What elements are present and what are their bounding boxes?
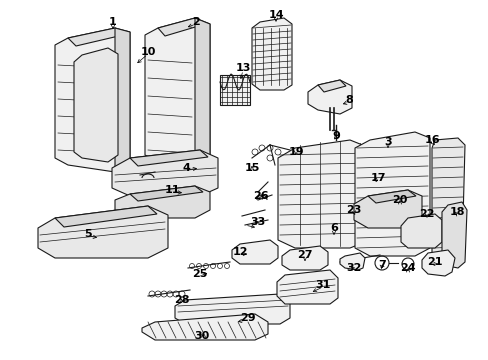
Text: 31: 31 bbox=[315, 280, 330, 290]
Polygon shape bbox=[115, 28, 130, 172]
Polygon shape bbox=[195, 18, 209, 168]
Text: 6: 6 bbox=[329, 223, 337, 233]
Polygon shape bbox=[130, 186, 203, 201]
Polygon shape bbox=[354, 132, 429, 256]
Polygon shape bbox=[400, 214, 441, 248]
Text: 32: 32 bbox=[346, 263, 361, 273]
Text: 25: 25 bbox=[192, 269, 207, 279]
Text: 27: 27 bbox=[297, 250, 312, 260]
Text: 29: 29 bbox=[240, 313, 255, 323]
Text: 10: 10 bbox=[140, 47, 155, 57]
Text: 16: 16 bbox=[423, 135, 439, 145]
Polygon shape bbox=[431, 138, 464, 264]
Text: 2: 2 bbox=[192, 17, 200, 27]
Text: 5: 5 bbox=[84, 229, 92, 239]
Text: 3: 3 bbox=[384, 137, 391, 147]
Polygon shape bbox=[112, 150, 218, 196]
Polygon shape bbox=[158, 18, 202, 36]
Text: 22: 22 bbox=[418, 209, 434, 219]
Polygon shape bbox=[278, 140, 369, 248]
Text: 20: 20 bbox=[391, 195, 407, 205]
Polygon shape bbox=[339, 253, 364, 270]
Text: 4: 4 bbox=[182, 163, 189, 173]
Polygon shape bbox=[145, 18, 209, 168]
Polygon shape bbox=[282, 246, 327, 270]
Text: 21: 21 bbox=[427, 257, 442, 267]
Text: 19: 19 bbox=[287, 147, 303, 157]
Polygon shape bbox=[130, 150, 207, 166]
Text: 28: 28 bbox=[174, 295, 189, 305]
Polygon shape bbox=[367, 190, 415, 203]
Text: 30: 30 bbox=[194, 331, 209, 341]
Polygon shape bbox=[441, 202, 466, 268]
Text: 15: 15 bbox=[244, 163, 259, 173]
Polygon shape bbox=[251, 18, 291, 90]
Polygon shape bbox=[231, 240, 278, 264]
Text: 17: 17 bbox=[369, 173, 385, 183]
Polygon shape bbox=[55, 28, 130, 172]
Polygon shape bbox=[317, 80, 346, 92]
Text: 7: 7 bbox=[377, 260, 385, 270]
Text: 33: 33 bbox=[250, 217, 265, 227]
Polygon shape bbox=[421, 250, 454, 276]
Text: 9: 9 bbox=[331, 131, 339, 141]
Text: 24: 24 bbox=[399, 263, 415, 273]
Text: 23: 23 bbox=[346, 205, 361, 215]
Polygon shape bbox=[115, 186, 209, 218]
Polygon shape bbox=[142, 314, 267, 340]
Polygon shape bbox=[55, 206, 157, 227]
Polygon shape bbox=[220, 75, 249, 105]
Text: 8: 8 bbox=[345, 95, 352, 105]
Text: 12: 12 bbox=[232, 247, 247, 257]
Text: 1: 1 bbox=[109, 17, 117, 27]
Polygon shape bbox=[307, 80, 351, 114]
Text: 26: 26 bbox=[253, 191, 268, 201]
Polygon shape bbox=[175, 294, 289, 324]
Text: 11: 11 bbox=[164, 185, 180, 195]
Text: 14: 14 bbox=[267, 10, 283, 20]
Text: 18: 18 bbox=[448, 207, 464, 217]
Polygon shape bbox=[74, 48, 118, 162]
Text: 13: 13 bbox=[235, 63, 250, 73]
Polygon shape bbox=[68, 28, 123, 46]
Polygon shape bbox=[353, 190, 421, 228]
Polygon shape bbox=[276, 270, 337, 304]
Polygon shape bbox=[38, 206, 168, 258]
